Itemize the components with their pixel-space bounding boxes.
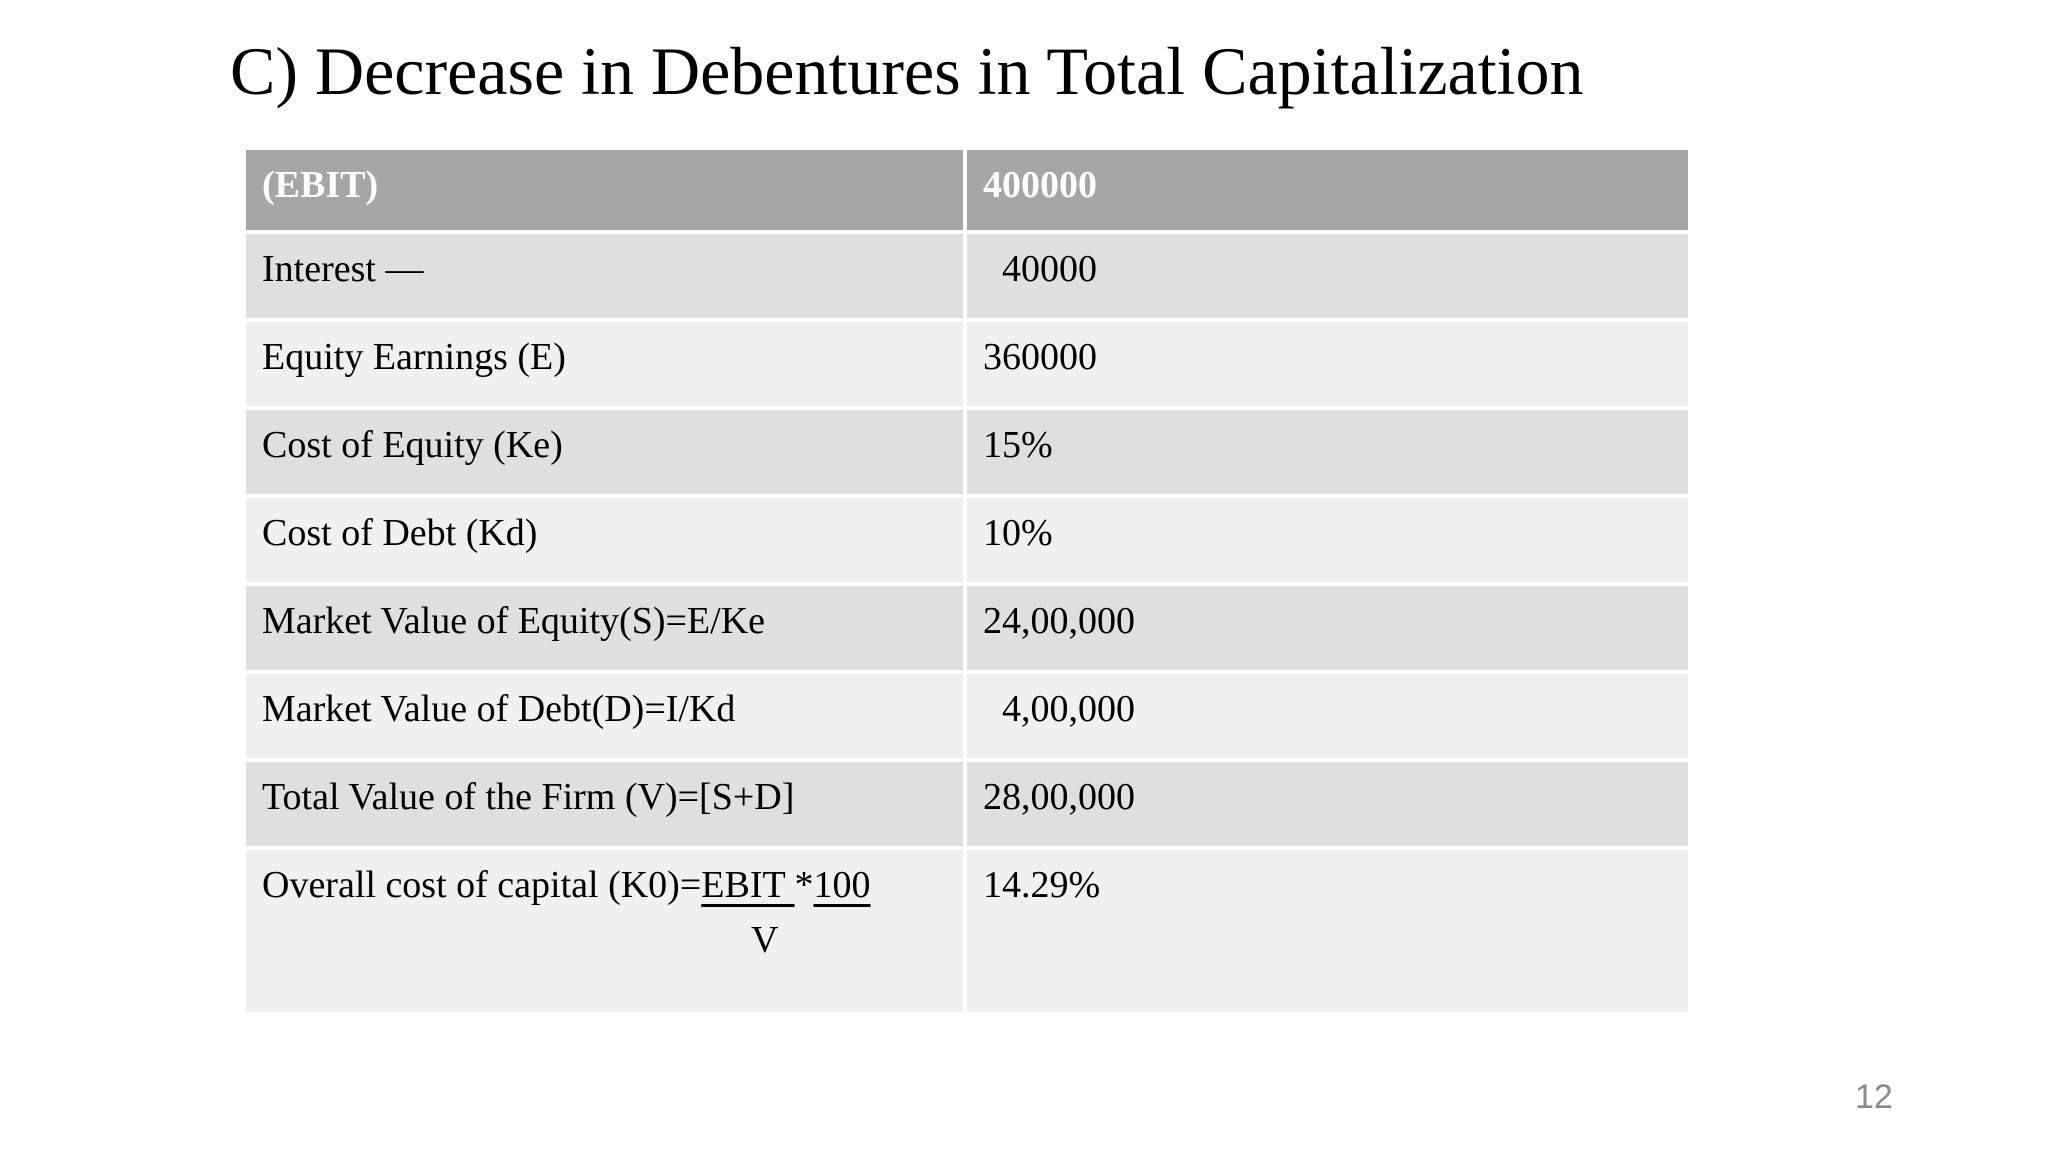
formula-multiply-operator: *	[794, 864, 814, 906]
table-row-cost-of-debt: Cost of Debt (Kd) 10%	[246, 498, 1688, 582]
formula-label-cell: Overall cost of capital (K0)=EBIT *100 V	[246, 850, 963, 1012]
row-value-cell: 10%	[967, 498, 1688, 582]
capitalization-table: (EBIT) 400000 Interest — 40000 Equity Ea…	[246, 150, 1688, 1012]
row-value-cell: 28,00,000	[967, 762, 1688, 846]
row-label-cell: Market Value of Equity(S)=E/Ke	[246, 586, 963, 670]
row-value-cell: 4,00,000	[967, 674, 1688, 758]
table-row-total-value-firm: Total Value of the Firm (V)=[S+D] 28,00,…	[246, 762, 1688, 846]
formula-prefix: Overall cost of capital (K0)=	[262, 864, 702, 906]
formula-numerator-100: 100	[813, 864, 871, 906]
row-label-cell: Interest —	[246, 234, 963, 318]
header-label-cell: (EBIT)	[246, 150, 963, 230]
row-label-cell: Equity Earnings (E)	[246, 322, 963, 406]
table-row-cost-of-equity: Cost of Equity (Ke) 15%	[246, 410, 1688, 494]
slide-title: C) Decrease in Debentures in Total Capit…	[230, 33, 1584, 109]
table-header-row: (EBIT) 400000	[246, 150, 1688, 230]
row-value-cell: 15%	[967, 410, 1688, 494]
formula-numerator-ebit: EBIT	[701, 864, 795, 906]
row-value-cell: 360000	[967, 322, 1688, 406]
row-label-cell: Market Value of Debt(D)=I/Kd	[246, 674, 963, 758]
table-row-overall-cost-of-capital: Overall cost of capital (K0)=EBIT *100 V…	[246, 850, 1688, 1012]
table-row-market-value-equity: Market Value of Equity(S)=E/Ke 24,00,000	[246, 586, 1688, 670]
row-label-cell: Cost of Debt (Kd)	[246, 498, 963, 582]
page-number: 12	[1855, 1078, 1893, 1116]
table-row-equity-earnings: Equity Earnings (E) 360000	[246, 322, 1688, 406]
header-value-cell: 400000	[967, 150, 1688, 230]
row-label-cell: Cost of Equity (Ke)	[246, 410, 963, 494]
table-row-interest: Interest — 40000	[246, 234, 1688, 318]
row-value-cell: 14.29%	[967, 850, 1688, 1012]
row-value-cell: 40000	[967, 234, 1688, 318]
row-label-cell: Total Value of the Firm (V)=[S+D]	[246, 762, 963, 846]
row-value-cell: 24,00,000	[967, 586, 1688, 670]
table-row-market-value-debt: Market Value of Debt(D)=I/Kd 4,00,000	[246, 674, 1688, 758]
formula-denominator: V	[751, 918, 779, 961]
formula-numerator-line: Overall cost of capital (K0)=EBIT *100	[262, 863, 947, 909]
